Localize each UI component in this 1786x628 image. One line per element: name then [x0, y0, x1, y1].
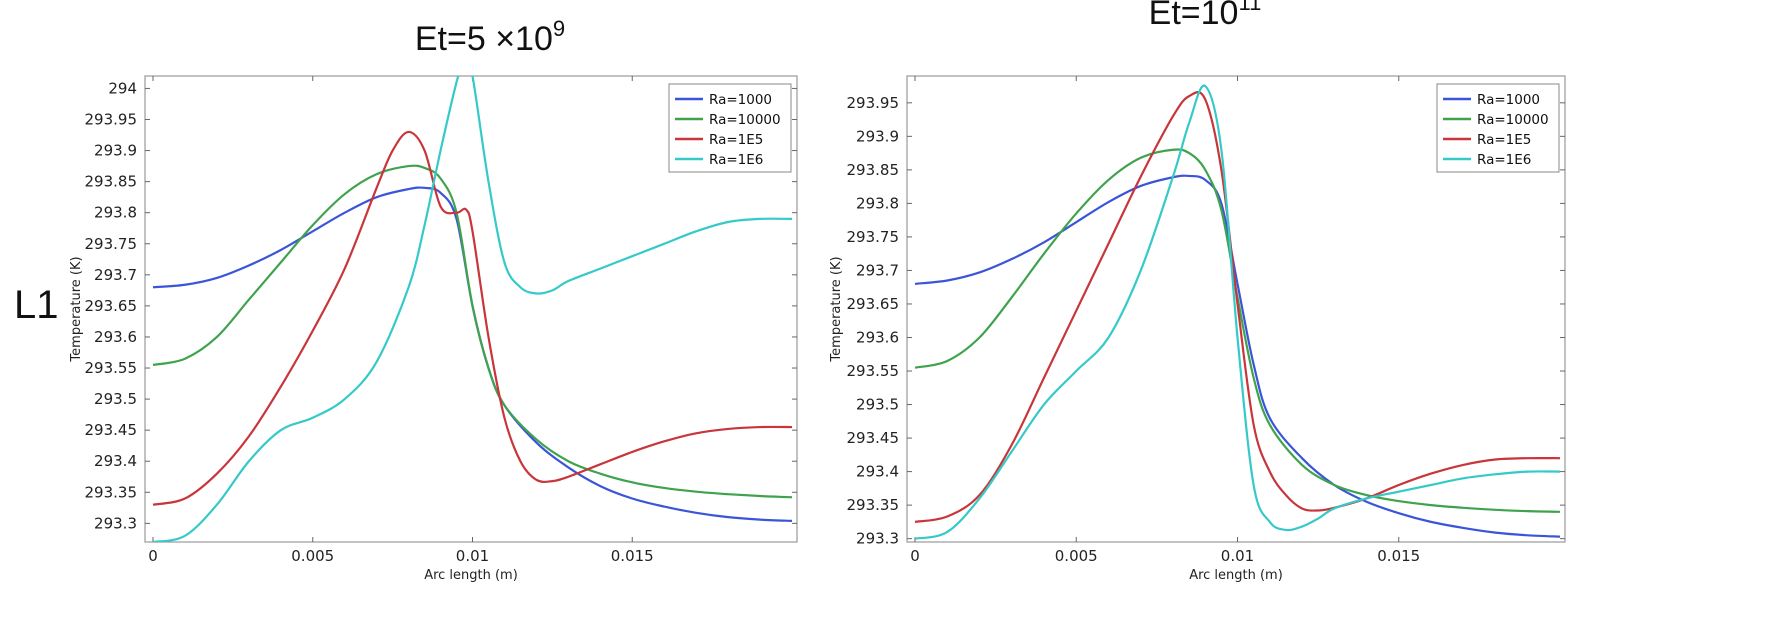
y-tick-label: 293.3: [856, 530, 899, 548]
series-line-ra-1e6: [914, 84, 1561, 540]
y-tick-label: 293.45: [85, 421, 138, 439]
legend-entry-ra-1e5: Ra=1E5: [709, 132, 763, 148]
series-line-ra-1e6: [152, 76, 793, 542]
x-tick-label: 0.01: [456, 547, 489, 565]
row-label: L1: [14, 283, 59, 327]
x-tick-label: 0.005: [291, 547, 334, 565]
y-tick-label: 293.85: [847, 161, 900, 179]
legend: Ra=1000 Ra=10000 Ra=1E5 Ra=1E6: [668, 83, 792, 173]
y-tick-label: 293.7: [94, 266, 137, 284]
y-tick-label: 293.9: [94, 142, 137, 160]
series-line-ra-1e5: [914, 91, 1561, 523]
y-tick-label: 293.4: [856, 463, 899, 481]
y-tick-label: 293.5: [94, 390, 137, 408]
y-tick-label: 293.75: [85, 235, 138, 253]
x-tick-label: 0: [910, 547, 920, 565]
y-tick-label: 293.8: [856, 194, 899, 212]
series-line-ra-10000: [152, 164, 793, 499]
x-tick-label: 0.005: [1055, 547, 1098, 565]
legend-entry-ra-10000: Ra=10000: [1477, 112, 1549, 128]
y-tick-label: 294: [108, 79, 137, 97]
y-tick-label: 293.55: [847, 362, 900, 380]
legend-entry-ra-1e6: Ra=1E6: [709, 152, 763, 168]
y-tick-label: 293.5: [856, 396, 899, 414]
y-tick-label: 293.85: [85, 173, 138, 191]
y-tick-label: 293.6: [856, 328, 899, 346]
legend-entry-ra-1000: Ra=1000: [709, 92, 772, 108]
y-tick-label: 293.7: [856, 261, 899, 279]
chart-title: Et=5 ×109: [415, 16, 565, 58]
chart-panel-right: Et=1011 293.95 293.9 293.85 293.8 293.75 293.7…: [829, 0, 1566, 583]
legend-entry-ra-1e6: Ra=1E6: [1477, 152, 1531, 168]
y-tick-label: 293.4: [94, 452, 137, 470]
x-tick-label: 0: [148, 547, 158, 565]
y-tick-label: 293.8: [94, 204, 137, 222]
y-axis-label: Temperature (K): [69, 256, 84, 362]
x-axis-label: Arc length (m): [1189, 568, 1283, 583]
y-tick-label: 293.65: [85, 297, 138, 315]
y-tick-label: 293.95: [85, 110, 138, 128]
y-tick-label: 293.65: [847, 295, 900, 313]
y-tick-label: 293.55: [85, 359, 138, 377]
legend-entry-ra-1e5: Ra=1E5: [1477, 132, 1531, 148]
legend-entry-ra-1000: Ra=1000: [1477, 92, 1540, 108]
y-tick-label: 293.3: [94, 514, 137, 532]
x-tick-label: 0.01: [1221, 547, 1254, 565]
legend-entry-ra-10000: Ra=10000: [709, 112, 781, 128]
x-axis-label: Arc length (m): [424, 568, 518, 583]
series-group: [152, 76, 793, 542]
y-tick-label: 293.6: [94, 328, 137, 346]
chart-title-superscript: 11: [1238, 0, 1261, 15]
y-axis-label: Temperature (K): [829, 256, 844, 362]
x-tick-label: 0.015: [611, 547, 654, 565]
y-tick-label: 293.45: [847, 429, 900, 447]
x-tick-label: 0.015: [1377, 547, 1420, 565]
series-group: [914, 84, 1561, 540]
chart-title-text: Et=5 ×10: [415, 20, 553, 58]
y-tick-label: 293.75: [847, 228, 900, 246]
legend: Ra=1000 Ra=10000 Ra=1E5 Ra=1E6: [1436, 83, 1560, 173]
chart-panel-left: Et=5 ×109 294 293.95 293.9 293.85 293.8 293.75…: [69, 16, 798, 583]
chart-title-superscript: 9: [553, 16, 565, 41]
y-tick-label: 293.35: [85, 483, 138, 501]
y-tick-label: 293.95: [847, 94, 900, 112]
chart-title: Et=1011: [1149, 0, 1262, 32]
chart-title-text: Et=10: [1149, 0, 1239, 32]
y-tick-label: 293.35: [847, 496, 900, 514]
y-tick-label: 293.9: [856, 127, 899, 145]
series-line-ra-1e5: [152, 130, 793, 506]
